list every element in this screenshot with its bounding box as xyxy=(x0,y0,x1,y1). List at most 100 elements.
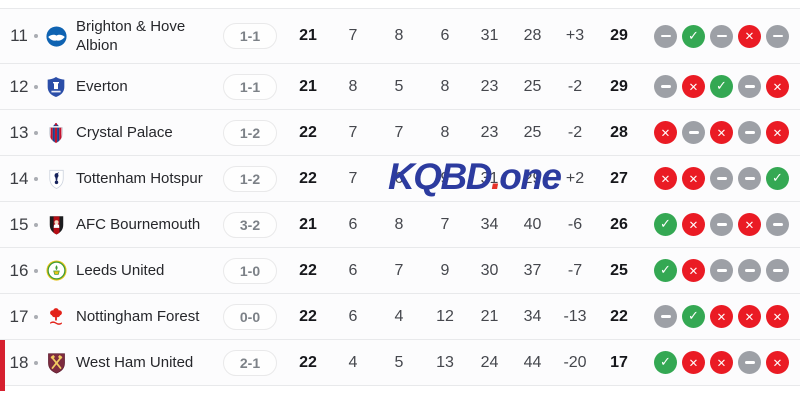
form-draw-minus-icon[interactable] xyxy=(738,351,761,375)
table-row[interactable]: 15 AFC Bournemouth 3-2 21 6 8 7 34 40 -6… xyxy=(0,202,800,249)
goals-against-count: 25 xyxy=(523,123,542,141)
form-loss-x-icon[interactable]: ✕ xyxy=(682,351,705,375)
form-draw-minus-icon[interactable] xyxy=(738,167,761,191)
form-draw-minus-icon[interactable] xyxy=(654,75,677,99)
form-draw-minus-icon[interactable] xyxy=(738,259,761,283)
team-name[interactable]: Brighton & Hove Albion xyxy=(76,18,186,55)
table-row[interactable]: 12 Everton 1-1 21 8 5 8 23 25 -2 29 ✕ ✓ ✕ xyxy=(0,64,800,111)
form-win-check-icon[interactable]: ✓ xyxy=(654,351,677,375)
form-draw-minus-icon[interactable] xyxy=(654,24,677,48)
last-score-pill[interactable]: 1-0 xyxy=(223,257,277,284)
table-row[interactable]: 16 Leeds United 1-0 22 6 7 9 30 37 -7 25… xyxy=(0,248,800,295)
form-draw-minus-icon[interactable] xyxy=(766,259,789,283)
form-loss-x-icon[interactable]: ✕ xyxy=(710,305,733,329)
form-draw-minus-icon[interactable] xyxy=(710,259,733,283)
table-row[interactable]: 13 Crystal Palace 1-2 22 7 7 8 23 25 -2 … xyxy=(0,110,800,157)
points-count: 28 xyxy=(610,123,628,141)
lost-count: 9 xyxy=(440,261,450,279)
minus-glyph xyxy=(744,361,755,364)
last-score-pill[interactable]: 1-1 xyxy=(223,73,277,100)
form-draw-minus-icon[interactable] xyxy=(766,213,789,237)
form-loss-x-icon[interactable]: ✕ xyxy=(766,121,789,145)
drawn-count: 7 xyxy=(394,123,404,141)
team-name[interactable]: Tottenham Hotspur xyxy=(76,170,203,188)
team-badge-tottenham xyxy=(42,168,70,190)
points-count: 22 xyxy=(610,307,628,325)
form-loss-x-icon[interactable]: ✕ xyxy=(654,167,677,191)
form-draw-minus-icon[interactable] xyxy=(766,24,789,48)
form-win-check-icon[interactable]: ✓ xyxy=(682,24,705,48)
table-row[interactable]: 17 Nottingham Forest 0-0 22 6 4 12 21 34… xyxy=(0,294,800,341)
minus-glyph xyxy=(744,131,755,134)
position-number: 16 xyxy=(9,260,29,280)
form-win-check-icon[interactable]: ✓ xyxy=(654,213,677,237)
drawn-count: 6 xyxy=(394,169,404,187)
goals-against-count: 44 xyxy=(523,353,542,371)
form-loss-x-icon[interactable]: ✕ xyxy=(738,24,761,48)
form-loss-x-icon[interactable]: ✕ xyxy=(710,351,733,375)
team-badge-leeds xyxy=(42,260,70,281)
team-name[interactable]: Nottingham Forest xyxy=(76,308,200,326)
team-name[interactable]: AFC Bournemouth xyxy=(76,216,201,234)
table-row[interactable]: 14 Tottenham Hotspur 1-2 22 7 6 9 31 29 … xyxy=(0,156,800,203)
won-count: 6 xyxy=(348,261,358,279)
played-count: 22 xyxy=(299,307,317,325)
minus-glyph xyxy=(660,34,671,38)
form-loss-x-icon[interactable]: ✕ xyxy=(682,213,705,237)
form-win-check-icon[interactable]: ✓ xyxy=(766,167,789,191)
position-number: 13 xyxy=(9,122,29,142)
position-number: 11 xyxy=(10,26,28,46)
form-draw-minus-icon[interactable] xyxy=(710,167,733,191)
form-loss-x-icon[interactable]: ✕ xyxy=(682,259,705,283)
goal-diff-value: -2 xyxy=(567,123,583,141)
drawn-count: 7 xyxy=(394,261,404,279)
team-badge-nottingham-forest xyxy=(42,306,70,328)
minus-glyph xyxy=(744,269,755,272)
team-name[interactable]: Crystal Palace xyxy=(76,124,173,142)
form-loss-x-icon[interactable]: ✕ xyxy=(654,121,677,145)
form-win-check-icon[interactable]: ✓ xyxy=(682,305,705,329)
form-draw-minus-icon[interactable] xyxy=(738,75,761,99)
form-loss-x-icon[interactable]: ✕ xyxy=(682,167,705,191)
form-draw-minus-icon[interactable] xyxy=(738,121,761,145)
bullet-dot-icon xyxy=(30,361,42,365)
form-loss-x-icon[interactable]: ✕ xyxy=(738,305,761,329)
minus-glyph xyxy=(716,269,727,272)
table-row[interactable]: 18 West Ham United 2-1 22 4 5 13 24 44 -… xyxy=(0,340,800,392)
form-loss-x-icon[interactable]: ✕ xyxy=(766,305,789,329)
last-score-pill[interactable]: 0-0 xyxy=(223,303,277,330)
form-draw-minus-icon[interactable] xyxy=(710,24,733,48)
drawn-count: 8 xyxy=(394,27,404,45)
form-loss-x-icon[interactable]: ✕ xyxy=(682,75,705,99)
form-loss-x-icon[interactable]: ✕ xyxy=(710,121,733,145)
league-table-rows: 11 Brighton & Hove Albion 1-1 21 7 8 6 3… xyxy=(0,9,800,392)
bullet-dot-icon xyxy=(30,85,42,89)
form-win-check-icon[interactable]: ✓ xyxy=(710,75,733,99)
form-draw-minus-icon[interactable] xyxy=(710,213,733,237)
form-loss-x-icon[interactable]: ✕ xyxy=(738,213,761,237)
goals-for-count: 30 xyxy=(480,261,499,279)
minus-glyph xyxy=(772,223,783,226)
won-count: 7 xyxy=(348,123,358,141)
table-row[interactable]: 11 Brighton & Hove Albion 1-1 21 7 8 6 3… xyxy=(0,9,800,65)
last-score-pill[interactable]: 1-1 xyxy=(223,23,277,50)
form-win-check-icon[interactable]: ✓ xyxy=(654,259,677,283)
minus-glyph xyxy=(772,269,783,272)
team-name[interactable]: Everton xyxy=(76,78,128,96)
form-draw-minus-icon[interactable] xyxy=(682,121,705,145)
form-loss-x-icon[interactable]: ✕ xyxy=(766,75,789,99)
won-count: 7 xyxy=(348,169,358,187)
won-count: 8 xyxy=(348,77,358,95)
last-score-pill[interactable]: 1-2 xyxy=(223,119,277,146)
team-badge-bournemouth xyxy=(42,214,70,236)
team-name[interactable]: West Ham United xyxy=(76,354,194,372)
played-count: 21 xyxy=(299,77,317,95)
form-draw-minus-icon[interactable] xyxy=(654,305,677,329)
last-score-pill[interactable]: 1-2 xyxy=(223,165,277,192)
last-score-pill[interactable]: 3-2 xyxy=(223,211,277,238)
team-name[interactable]: Leeds United xyxy=(76,262,165,280)
goal-diff-value: -6 xyxy=(567,215,583,233)
drawn-count: 5 xyxy=(394,77,404,95)
form-loss-x-icon[interactable]: ✕ xyxy=(766,351,789,375)
last-score-pill[interactable]: 2-1 xyxy=(223,349,277,376)
